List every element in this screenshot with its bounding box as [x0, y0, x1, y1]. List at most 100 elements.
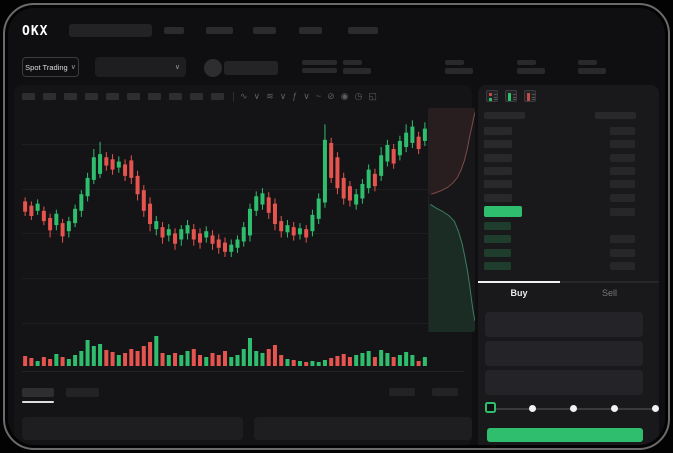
total-field[interactable] — [485, 370, 643, 395]
volume-chart — [23, 336, 427, 366]
price-column-header — [484, 112, 525, 119]
active-tab-underline — [22, 401, 54, 403]
pair-logo-avatar — [204, 59, 222, 77]
ask-price-placeholder[interactable] — [484, 194, 512, 202]
ask-amount-placeholder — [610, 154, 635, 162]
fullscreen-icon[interactable]: ◱ — [368, 90, 377, 101]
chevron-down-icon[interactable]: ∨ — [279, 90, 287, 101]
stat-label-placeholder — [517, 60, 536, 65]
chart-toolbar-icons: ∿ ∨ ≋ ∨ ƒ ∨ ~ ⊘ ◉ ◷ ◱ — [240, 89, 377, 103]
bid-price-placeholder[interactable] — [484, 222, 511, 230]
market-type-label: Spot Trading — [25, 62, 68, 72]
book-asks-icon[interactable] — [524, 90, 536, 102]
ask-amount-placeholder — [610, 127, 635, 135]
bottom-action-placeholder[interactable] — [389, 388, 415, 396]
device-bezel — [3, 3, 670, 450]
chart-panel: ∿ ∨ ≋ ∨ ƒ ∨ ~ ⊘ ◉ ◷ ◱ — [14, 85, 475, 445]
bottom-tab-active[interactable] — [22, 388, 54, 397]
slider-handle[interactable] — [485, 402, 496, 413]
chevron-down-icon[interactable]: ∨ — [303, 90, 310, 101]
pair-selector-dropdown[interactable]: ∨ — [95, 57, 186, 77]
book-all-icon[interactable] — [486, 90, 498, 102]
nav-item-placeholder[interactable] — [164, 27, 184, 34]
search-input[interactable] — [69, 24, 152, 37]
ask-amount-placeholder — [610, 140, 635, 148]
okx-logo: OKX — [22, 24, 49, 39]
chevron-down-icon: ∨ — [174, 63, 180, 71]
ask-amount-placeholder — [610, 180, 635, 188]
timeframe-button-placeholder[interactable] — [148, 93, 161, 100]
timeframe-button-placeholder[interactable] — [169, 93, 182, 100]
price-chart-canvas[interactable] — [22, 108, 428, 332]
timeframe-button-placeholder[interactable] — [85, 93, 98, 100]
ask-price-placeholder[interactable] — [484, 154, 512, 162]
last-price-highlight[interactable] — [484, 206, 522, 217]
ask-price-placeholder[interactable] — [484, 140, 512, 148]
bid-amount-placeholder — [610, 235, 635, 243]
stat-value-placeholder — [343, 68, 371, 74]
stat-label-placeholder — [578, 60, 597, 65]
nav-item-placeholder[interactable] — [253, 27, 276, 34]
orderbook-panel: Buy Sell — [478, 85, 659, 445]
bid-price-placeholder[interactable] — [484, 235, 511, 243]
amount-column-header — [595, 112, 636, 119]
line-tool-icon[interactable]: ~ — [315, 90, 322, 101]
tab-sell[interactable]: Sell — [601, 287, 617, 298]
ask-amount-placeholder — [610, 167, 635, 175]
market-type-dropdown[interactable]: Spot Trading ∨ — [22, 57, 79, 77]
timezone-icon[interactable]: ◷ — [354, 90, 363, 101]
nav-item-placeholder[interactable] — [348, 27, 378, 34]
slider-stop-dot[interactable] — [569, 405, 577, 412]
header-stat-placeholder — [302, 60, 337, 65]
timeframe-button-placeholder[interactable] — [190, 93, 203, 100]
stat-value-placeholder — [517, 68, 545, 74]
bid-amount-placeholder — [610, 262, 635, 270]
tab-buy[interactable]: Buy — [510, 287, 528, 298]
nav-item-placeholder[interactable] — [206, 27, 233, 34]
indicators-icon[interactable]: ƒ — [292, 90, 298, 101]
bid-amount-placeholder — [610, 249, 635, 257]
nav-item-placeholder[interactable] — [299, 27, 322, 34]
timeframe-button-placeholder[interactable] — [22, 93, 35, 100]
panel-divider — [22, 371, 464, 372]
book-bids-icon[interactable] — [505, 90, 517, 102]
chevron-down-icon: ∨ — [70, 63, 76, 71]
timeframe-button-placeholder[interactable] — [127, 93, 140, 100]
header-stat-placeholder — [302, 68, 337, 73]
last-amount-placeholder — [610, 208, 635, 216]
tabbar-divider — [478, 281, 659, 283]
slider-stop-dot[interactable] — [528, 405, 536, 412]
chart-style-icon[interactable]: ∿ — [240, 90, 248, 101]
timeframe-button-placeholder[interactable] — [211, 93, 224, 100]
price-field[interactable] — [485, 312, 643, 337]
timeframe-button-placeholder[interactable] — [106, 93, 119, 100]
stat-value-placeholder — [445, 68, 473, 74]
amount-field[interactable] — [485, 341, 643, 366]
ruler-icon[interactable]: ⊘ — [327, 90, 335, 101]
buy-submit-button[interactable] — [487, 428, 643, 442]
stat-label-placeholder — [343, 60, 362, 65]
bottom-action-placeholder[interactable] — [432, 388, 458, 396]
orders-list-placeholder — [22, 417, 243, 440]
bid-price-placeholder[interactable] — [484, 249, 511, 257]
camera-icon[interactable]: ◉ — [340, 90, 349, 101]
buy-tab-indicator — [478, 281, 560, 283]
stat-label-placeholder — [445, 60, 464, 65]
timeframe-button-placeholder[interactable] — [64, 93, 77, 100]
slider-stop-dot[interactable] — [610, 405, 618, 412]
candle-type-icon[interactable]: ≋ — [266, 90, 274, 101]
slider-stop-dot[interactable] — [651, 405, 659, 412]
orders-list-placeholder — [254, 417, 472, 440]
bottom-tab[interactable] — [66, 388, 99, 397]
timeframe-button-placeholder[interactable] — [43, 93, 56, 100]
ask-price-placeholder[interactable] — [484, 180, 512, 188]
toolbar-divider — [233, 92, 234, 102]
chevron-down-icon[interactable]: ∨ — [253, 90, 261, 101]
last-price-placeholder — [224, 61, 278, 75]
app-window: OKX Spot Trading ∨ ∨ ∿ ∨ ≋ ∨ ƒ ∨ ~ ⊘ ◉ ◷ ◱ — [8, 8, 665, 445]
bid-price-placeholder[interactable] — [484, 262, 511, 270]
ask-price-placeholder[interactable] — [484, 167, 512, 175]
stat-value-placeholder — [578, 68, 606, 74]
ask-price-placeholder[interactable] — [484, 127, 512, 135]
